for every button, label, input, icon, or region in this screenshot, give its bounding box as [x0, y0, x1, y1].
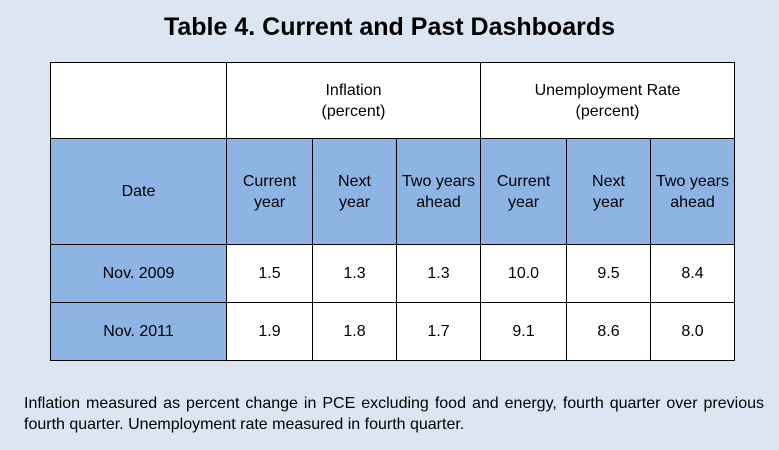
inflation-current-cell: 1.9 — [226, 302, 313, 361]
unemployment-next-cell: 9.5 — [566, 244, 651, 303]
column-header-row: Date Current year Next year Two years ah… — [50, 138, 735, 245]
inflation-current-year-header: Current year — [226, 138, 313, 245]
group-header-row: Inflation (percent) Unemployment Rate (p… — [50, 62, 735, 139]
unemployment-next-year-header: Next year — [566, 138, 651, 245]
header-line: Next — [338, 172, 371, 190]
header-line: Two years — [402, 172, 475, 190]
inflation-next-cell: 1.3 — [312, 244, 397, 303]
header-line: year — [592, 193, 625, 211]
header-line: Current — [242, 172, 297, 190]
table-row: Nov. 2011 1.9 1.8 1.7 9.1 8.6 8.0 — [50, 302, 735, 361]
unemployment-group-title: Unemployment Rate — [534, 81, 681, 99]
unemployment-current-cell: 10.0 — [480, 244, 567, 303]
unemployment-group-unit: (percent) — [575, 102, 640, 120]
unemployment-current-cell: 9.1 — [480, 302, 567, 361]
header-line: Two years — [656, 172, 729, 190]
row-date-cell: Nov. 2009 — [50, 244, 227, 303]
inflation-next-year-header: Next year — [312, 138, 397, 245]
unemployment-two-years-cell: 8.0 — [650, 302, 735, 361]
inflation-two-years-cell: 1.3 — [396, 244, 481, 303]
unemployment-group-header: Unemployment Rate (percent) — [480, 62, 735, 139]
inflation-two-years-ahead-header: Two years ahead — [396, 138, 481, 245]
inflation-current-cell: 1.5 — [226, 244, 313, 303]
header-line: ahead — [670, 193, 715, 211]
date-column-header: Date — [50, 138, 227, 245]
row-date-cell: Nov. 2011 — [50, 302, 227, 361]
unemployment-two-years-cell: 8.4 — [650, 244, 735, 303]
footnote: Inflation measured as percent change in … — [24, 395, 764, 433]
header-line: ahead — [416, 193, 461, 211]
header-line: Current — [496, 172, 551, 190]
unemployment-next-cell: 8.6 — [566, 302, 651, 361]
corner-cell — [50, 62, 227, 139]
header-line: Next — [592, 172, 625, 190]
inflation-two-years-cell: 1.7 — [396, 302, 481, 361]
header-line: year — [338, 193, 371, 211]
header-line: year — [253, 193, 286, 211]
inflation-group-header: Inflation (percent) — [226, 62, 481, 139]
unemployment-current-year-header: Current year — [480, 138, 567, 245]
unemployment-two-years-ahead-header: Two years ahead — [650, 138, 735, 245]
header-line: year — [507, 193, 540, 211]
inflation-group-title: Inflation — [325, 81, 382, 99]
table-row: Nov. 2009 1.5 1.3 1.3 10.0 9.5 8.4 — [50, 244, 735, 303]
page-title: Table 4. Current and Past Dashboards — [163, 13, 616, 41]
dashboard-table: Inflation (percent) Unemployment Rate (p… — [50, 62, 735, 361]
inflation-group-unit: (percent) — [321, 102, 386, 120]
inflation-next-cell: 1.8 — [312, 302, 397, 361]
